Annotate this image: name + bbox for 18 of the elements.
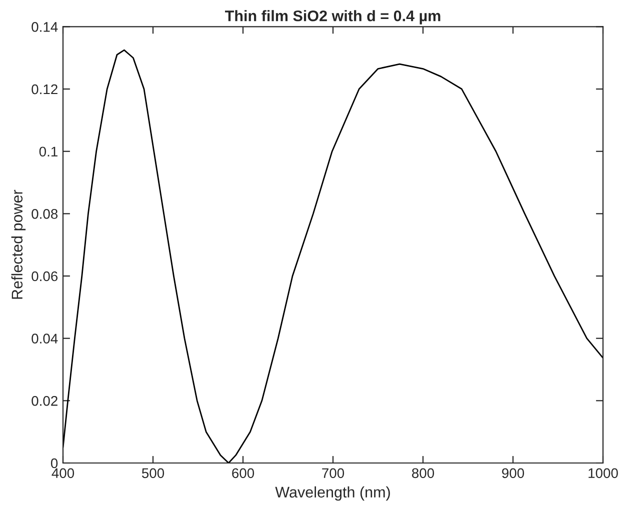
x-tick-label: 700	[322, 468, 344, 478]
x-tick-label: 400	[52, 468, 74, 478]
y-tick-label: 0.06	[32, 271, 58, 282]
x-tick-label: 500	[142, 468, 164, 478]
x-tick-label: 600	[232, 468, 254, 478]
y-tick-label: 0.08	[32, 209, 58, 219]
x-axis-title: Wavelength (nm)	[275, 486, 390, 501]
x-tick-label: 1000	[588, 468, 618, 478]
y-tick-label: 0	[50, 458, 58, 468]
y-tick-label: 0.1	[39, 146, 58, 157]
chart-title: Thin film SiO2 with d = 0.4 µm	[224, 10, 440, 24]
y-axis-title: Reflected power	[11, 190, 26, 299]
x-tick-label: 800	[412, 468, 434, 478]
x-tick-label: 900	[502, 468, 524, 478]
y-tick-label: 0.04	[32, 334, 58, 344]
y-tick-label: 0.12	[32, 84, 58, 94]
y-tick-label: 0.02	[32, 396, 58, 406]
y-tick-label: 0.14	[32, 22, 58, 32]
